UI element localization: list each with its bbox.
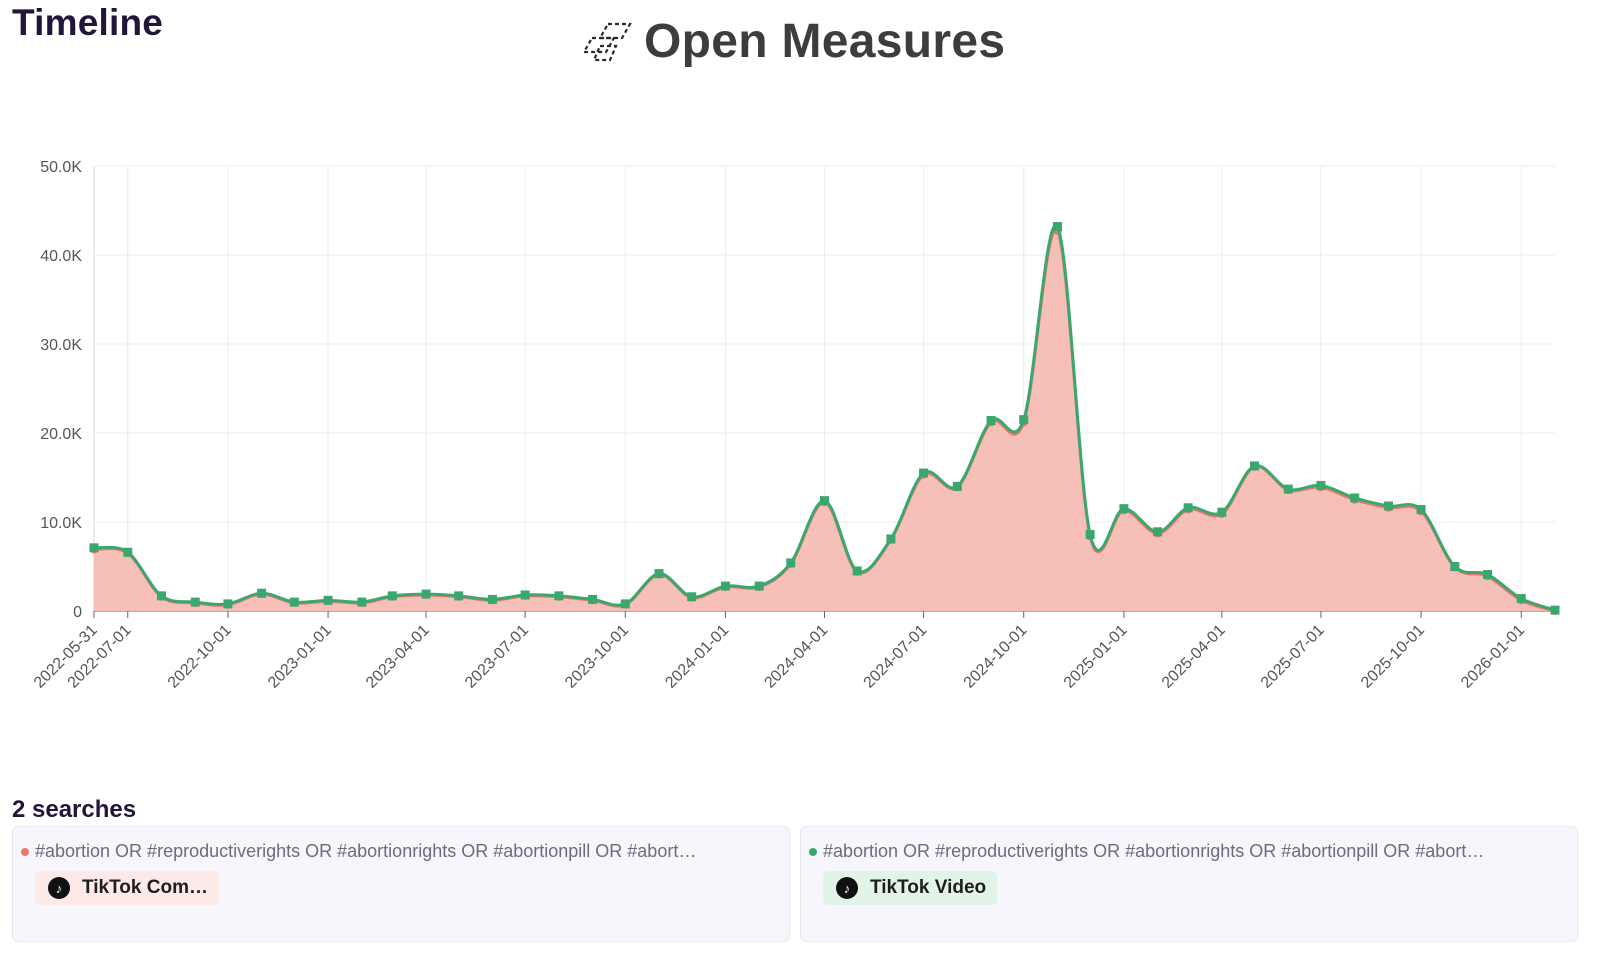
data-point-series-2 [89, 543, 99, 553]
data-point-series-2 [123, 547, 133, 557]
data-point-series-2 [554, 591, 564, 601]
data-point-series-2 [1450, 562, 1460, 571]
y-tick-label: 10.0K [40, 515, 82, 532]
data-point-series-2 [1153, 527, 1163, 537]
data-point-series-2 [687, 592, 697, 602]
data-point-series-2 [1283, 484, 1293, 494]
data-point-series-2 [1416, 505, 1426, 515]
data-point-series-2 [1183, 503, 1193, 513]
x-tick-label: 2024-10-01 [961, 622, 1031, 692]
search-query-text: #abortion OR #reproductiverights OR #abo… [823, 841, 1485, 861]
brand-name: Open Measures [644, 15, 1006, 68]
data-point-series-2 [156, 591, 166, 601]
data-point-series-2 [454, 591, 464, 601]
tiktok-icon: ♪ [48, 877, 70, 899]
search-query[interactable]: #abortion OR #reproductiverights OR #abo… [21, 841, 779, 862]
data-point-series-2 [421, 589, 431, 599]
source-chip-tiktok-video[interactable]: ♪ TikTok Video [823, 871, 998, 905]
data-point-series-2 [1516, 594, 1526, 604]
x-tick-label: 2025-07-01 [1258, 622, 1328, 692]
y-tick-label: 40.0K [40, 248, 82, 265]
open-measures-logo-icon [582, 22, 632, 61]
search-card[interactable]: #abortion OR #reproductiverights OR #abo… [800, 826, 1578, 942]
search-card[interactable]: #abortion OR #reproductiverights OR #abo… [12, 826, 790, 942]
y-tick-label: 50.0K [40, 159, 82, 176]
tiktok-icon: ♪ [836, 877, 858, 899]
data-point-series-2 [1550, 605, 1560, 615]
search-query-text: #abortion OR #reproductiverights OR #abo… [35, 841, 697, 861]
data-point-series-2 [820, 496, 829, 506]
x-tick-label: 2025-04-01 [1159, 622, 1229, 692]
x-tick-label: 2026-01-01 [1458, 622, 1528, 692]
search-query[interactable]: #abortion OR #reproductiverights OR #abo… [809, 841, 1567, 862]
data-point-series-2 [786, 558, 796, 568]
data-point-series-2 [323, 595, 333, 605]
data-point-series-2 [1052, 222, 1062, 232]
data-point-series-2 [223, 599, 233, 609]
data-point-series-2 [1350, 493, 1360, 503]
x-tick-label: 2024-01-01 [662, 622, 732, 692]
data-point-series-2 [754, 581, 764, 591]
page-title: Timeline [12, 2, 164, 43]
series-color-dot [21, 847, 29, 856]
data-point-series-2 [357, 597, 367, 607]
x-tick-label: 2023-01-01 [265, 622, 335, 692]
data-point-series-2 [720, 581, 730, 591]
data-point-series-2 [588, 594, 598, 604]
searches-count: 2 searches [12, 796, 137, 823]
y-tick-label: 30.0K [40, 337, 82, 354]
x-tick-label: 2025-10-01 [1358, 622, 1428, 692]
x-tick-label: 2025-01-01 [1061, 622, 1131, 692]
data-point-series-2 [986, 416, 996, 426]
data-point-series-2 [387, 591, 397, 601]
data-point-series-2 [190, 597, 200, 607]
data-point-series-2 [1119, 504, 1129, 514]
x-tick-label: 2023-10-01 [562, 622, 632, 692]
data-point-series-2 [1250, 461, 1260, 471]
series-color-dot [809, 847, 817, 856]
y-tick-label: 20.0K [40, 426, 82, 443]
chip-label: TikTok Com… [82, 877, 208, 898]
chip-label: TikTok Video [870, 877, 987, 898]
data-point-series-2 [487, 594, 497, 604]
brand: Open Measures [578, 14, 1005, 69]
series-area-1 [94, 229, 1555, 612]
y-tick-label: 0 [73, 604, 82, 621]
data-point-series-2 [1217, 507, 1227, 517]
data-point-series-2 [289, 597, 299, 607]
data-point-series-2 [1383, 501, 1393, 511]
data-point-series-2 [1483, 570, 1493, 580]
x-tick-label: 2023-07-01 [462, 622, 532, 692]
data-point-series-2 [620, 599, 630, 609]
timeline-chart[interactable]: 010.0K20.0K30.0K40.0K50.0K2022-05-312022… [0, 150, 1600, 740]
x-tick-label: 2023-04-01 [363, 622, 433, 692]
data-point-series-2 [919, 468, 929, 478]
source-chip-tiktok-comment[interactable]: ♪ TikTok Com… [35, 871, 219, 905]
x-tick-label: 2024-04-01 [761, 622, 831, 692]
data-point-series-2 [952, 481, 962, 491]
data-point-series-2 [1019, 415, 1029, 425]
data-point-series-2 [1085, 529, 1095, 539]
data-point-series-2 [1316, 481, 1326, 491]
data-point-series-2 [257, 588, 267, 598]
data-point-series-2 [520, 590, 530, 600]
x-tick-label: 2022-10-01 [165, 622, 235, 692]
x-tick-label: 2024-07-01 [861, 622, 931, 692]
data-point-series-2 [852, 566, 862, 576]
data-point-series-2 [886, 534, 896, 544]
data-point-series-2 [654, 569, 664, 579]
